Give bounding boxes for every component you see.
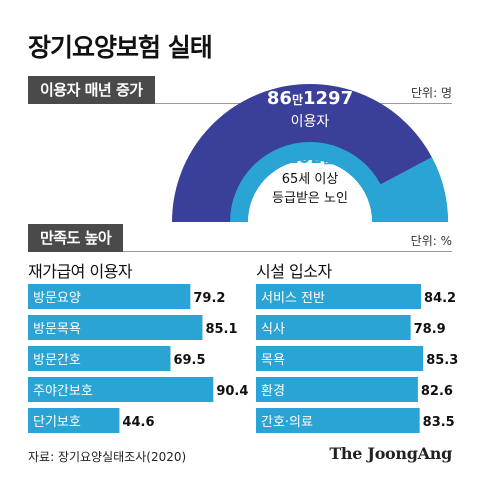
- gauge-chart: [172, 84, 448, 222]
- left-bar-5: [28, 408, 120, 433]
- left-bar-label-2: 방문목욕: [33, 322, 81, 337]
- right-bar-1: [256, 284, 422, 309]
- right-chart-title: 시설 입소자: [256, 262, 332, 281]
- gauge-outer-value-unit: 만: [291, 93, 303, 107]
- right-bar-5: [256, 408, 420, 433]
- left-bar-2: [28, 315, 203, 340]
- right-bar-3: [256, 346, 424, 371]
- right-bar-label-1: 서비스 전반: [261, 291, 325, 306]
- right-bar-value-2: 78.9: [414, 322, 446, 337]
- gauge-outer-label: 이용자: [290, 114, 330, 130]
- right-bar-value-1: 84.2: [424, 291, 456, 306]
- gauge-outer-value: 86만1297: [230, 88, 390, 109]
- left-chart-title: 재가급여 이용자: [28, 262, 133, 281]
- gauge-inner-label-line2: 등급받은 노인: [272, 191, 348, 206]
- right-bar-label-2: 식사: [261, 322, 285, 337]
- right-bar-label-5: 간호·의료: [261, 415, 313, 430]
- right-bar-label-3: 목욕: [261, 353, 285, 368]
- gauge-eligible-ring: [230, 142, 390, 222]
- gauge-inner-label-group: 102만 65세 이상 등급받은 노인: [230, 148, 390, 206]
- left-bar-value-5: 44.6: [122, 415, 154, 430]
- right-bar-4: [256, 377, 418, 402]
- left-bar-label-3: 방문간호: [33, 353, 81, 368]
- left-bar-label-5: 단기보호: [33, 415, 81, 430]
- gauge-inner-value-num: 102: [286, 148, 323, 168]
- left-bar-value-2: 85.1: [205, 322, 237, 337]
- section1-label: 이용자 매년 증가: [28, 76, 155, 104]
- gauge-inner-value-unit: 만: [322, 152, 334, 166]
- page-title: 장기요양보험 실태: [28, 33, 213, 62]
- left-bar-value-1: 79.2: [193, 291, 225, 306]
- right-bar-label-4: 환경: [261, 384, 285, 399]
- section2-label: 만족도 높아: [28, 224, 124, 252]
- gauge-outer-label-group: 86만1297 이용자: [230, 88, 390, 131]
- gauge-inner-label-line1: 65세 이상: [281, 172, 339, 187]
- right-bar-value-3: 85.3: [426, 353, 458, 368]
- bar-charts: 방문요양 79.2 방문목욕 85.1 방문간호 69.5 주야간보호 90.4 단기보호 44.…: [28, 284, 458, 433]
- section1-unit: 단위: 명: [411, 86, 452, 100]
- section2-unit: 단위: %: [410, 234, 452, 248]
- left-bar-value-4: 90.4: [216, 384, 248, 399]
- left-bar-label-1: 방문요양: [33, 291, 81, 306]
- right-bar-2: [256, 315, 411, 340]
- right-bar-value-4: 82.6: [421, 384, 453, 399]
- left-bar-1: [28, 284, 191, 309]
- section2-divider: [28, 251, 452, 252]
- right-bar-value-5: 83.5: [423, 415, 455, 430]
- source-note: 자료: 장기요양실태조사(2020): [28, 450, 187, 464]
- publisher-logo: The JoongAng: [329, 444, 452, 463]
- gauge-inner-value: 102만: [230, 148, 390, 168]
- left-bar-value-3: 69.5: [173, 353, 205, 368]
- left-bar-3: [28, 346, 171, 371]
- gauge-outer-value-num: 86: [266, 88, 292, 109]
- left-bar-label-4: 주야간보호: [33, 384, 93, 399]
- gauge-inner-white: [248, 160, 372, 222]
- gauge-outer-value-rest: 1297: [303, 88, 354, 109]
- left-bar-4: [28, 377, 214, 402]
